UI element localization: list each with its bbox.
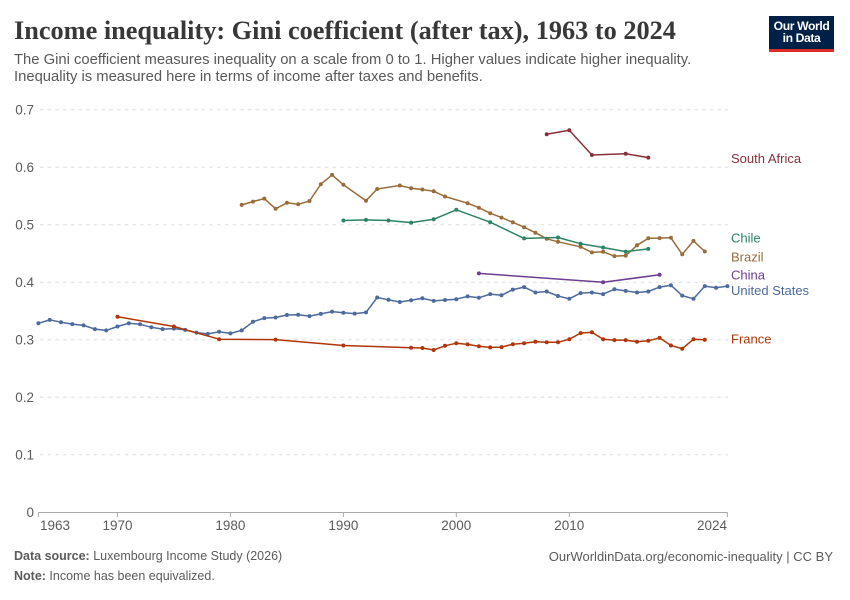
svg-text:0.1: 0.1: [15, 447, 34, 462]
svg-text:1970: 1970: [102, 518, 132, 533]
svg-text:0.6: 0.6: [15, 160, 34, 175]
svg-text:France: France: [731, 331, 771, 346]
svg-text:1990: 1990: [328, 518, 358, 533]
svg-text:0: 0: [26, 505, 34, 520]
svg-text:0.3: 0.3: [15, 332, 34, 347]
svg-text:Brazil: Brazil: [731, 250, 764, 265]
svg-text:United States: United States: [731, 283, 810, 298]
svg-text:1963: 1963: [40, 518, 70, 533]
svg-text:South Africa: South Africa: [731, 151, 802, 166]
svg-text:2024: 2024: [697, 518, 728, 533]
svg-text:Chile: Chile: [731, 231, 761, 246]
svg-text:1980: 1980: [215, 518, 245, 533]
svg-text:0.2: 0.2: [15, 390, 34, 405]
svg-text:0.5: 0.5: [15, 217, 34, 232]
svg-text:2000: 2000: [441, 518, 471, 533]
svg-text:0.4: 0.4: [15, 275, 34, 290]
svg-text:China: China: [731, 267, 766, 282]
svg-text:2010: 2010: [554, 518, 584, 533]
svg-text:0.7: 0.7: [15, 102, 34, 117]
